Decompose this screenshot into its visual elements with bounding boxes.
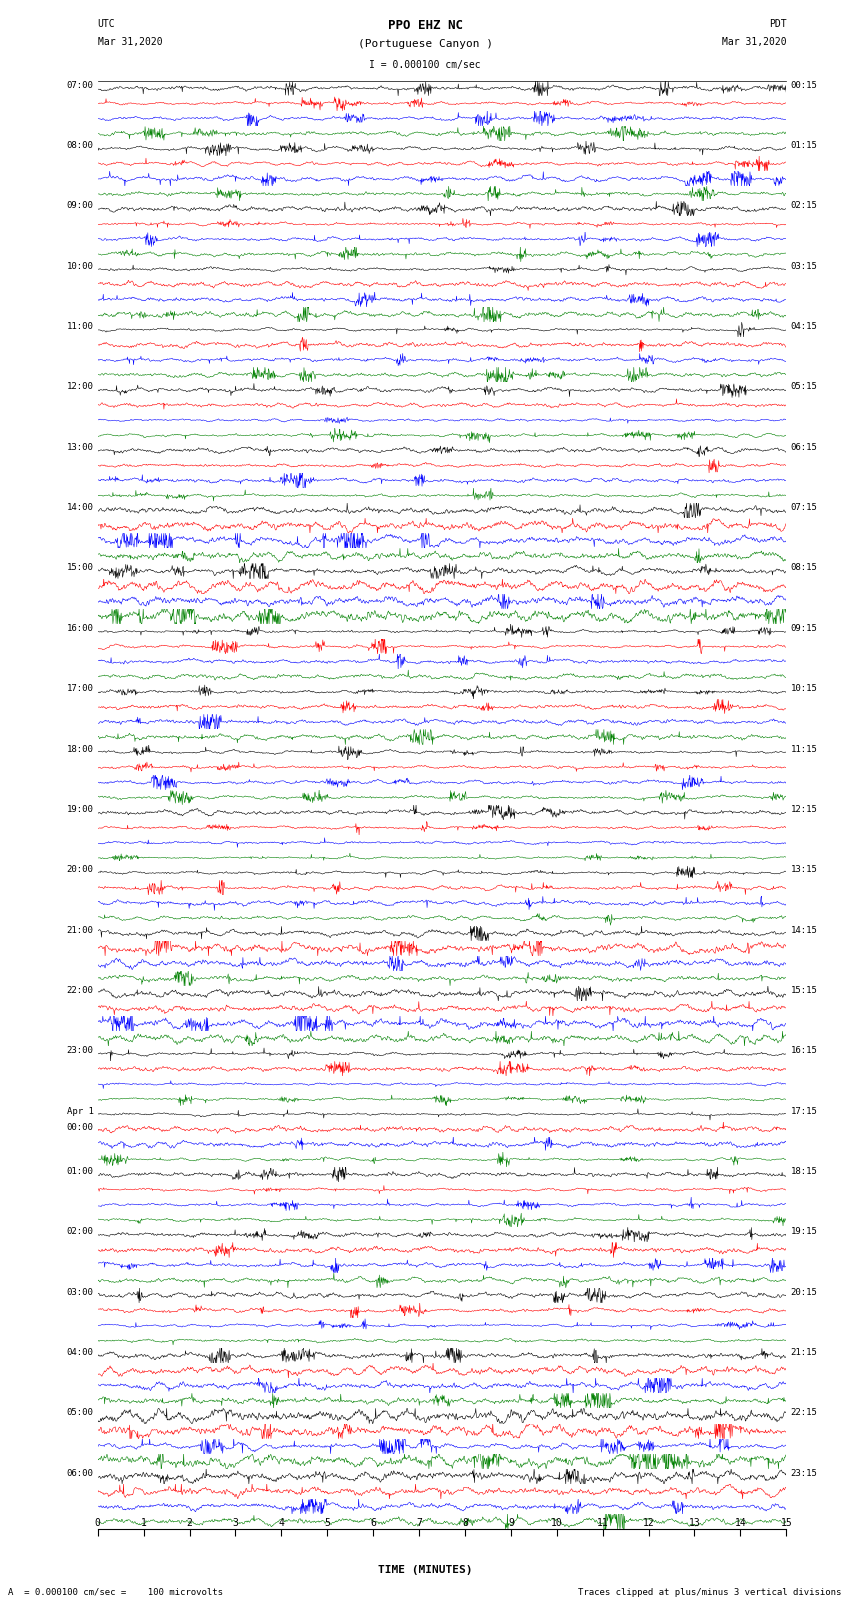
Text: Apr 1: Apr 1	[66, 1107, 94, 1116]
Text: 14:00: 14:00	[66, 503, 94, 511]
Text: 20:00: 20:00	[66, 865, 94, 874]
Text: 20:15: 20:15	[790, 1287, 818, 1297]
Text: 00:15: 00:15	[790, 81, 818, 90]
Text: 13:00: 13:00	[66, 442, 94, 452]
Text: 01:15: 01:15	[790, 140, 818, 150]
Text: 05:00: 05:00	[66, 1408, 94, 1418]
Text: 09:15: 09:15	[790, 624, 818, 632]
Text: UTC: UTC	[98, 19, 116, 29]
Text: 17:15: 17:15	[790, 1107, 818, 1116]
Text: A  = 0.000100 cm/sec =    100 microvolts: A = 0.000100 cm/sec = 100 microvolts	[8, 1587, 224, 1597]
Text: 19:00: 19:00	[66, 805, 94, 815]
Text: 03:00: 03:00	[66, 1287, 94, 1297]
Text: 23:15: 23:15	[790, 1469, 818, 1478]
Text: 06:00: 06:00	[66, 1469, 94, 1478]
Text: PDT: PDT	[768, 19, 786, 29]
Text: 14:15: 14:15	[790, 926, 818, 934]
Text: Mar 31,2020: Mar 31,2020	[98, 37, 162, 47]
Text: 07:00: 07:00	[66, 81, 94, 90]
Text: 18:15: 18:15	[790, 1166, 818, 1176]
Text: 22:15: 22:15	[790, 1408, 818, 1418]
Text: TIME (MINUTES): TIME (MINUTES)	[377, 1565, 473, 1574]
Text: 23:00: 23:00	[66, 1047, 94, 1055]
Text: 17:00: 17:00	[66, 684, 94, 694]
Text: 09:00: 09:00	[66, 202, 94, 210]
Text: 08:00: 08:00	[66, 140, 94, 150]
Text: 08:15: 08:15	[790, 563, 818, 573]
Text: I = 0.000100 cm/sec: I = 0.000100 cm/sec	[369, 60, 481, 69]
Text: 22:00: 22:00	[66, 986, 94, 995]
Text: 19:15: 19:15	[790, 1227, 818, 1236]
Text: Mar 31,2020: Mar 31,2020	[722, 37, 786, 47]
Text: 15:15: 15:15	[790, 986, 818, 995]
Text: (Portuguese Canyon ): (Portuguese Canyon )	[358, 39, 492, 48]
Text: 10:00: 10:00	[66, 261, 94, 271]
Text: 11:15: 11:15	[790, 745, 818, 753]
Text: 00:00: 00:00	[66, 1123, 94, 1132]
Text: 11:00: 11:00	[66, 323, 94, 331]
Text: Traces clipped at plus/minus 3 vertical divisions: Traces clipped at plus/minus 3 vertical …	[578, 1587, 842, 1597]
Text: 16:00: 16:00	[66, 624, 94, 632]
Text: 02:00: 02:00	[66, 1227, 94, 1236]
Text: 18:00: 18:00	[66, 745, 94, 753]
Text: 07:15: 07:15	[790, 503, 818, 511]
Text: 05:15: 05:15	[790, 382, 818, 392]
Text: 04:15: 04:15	[790, 323, 818, 331]
Text: 15:00: 15:00	[66, 563, 94, 573]
Text: 02:15: 02:15	[790, 202, 818, 210]
Text: 03:15: 03:15	[790, 261, 818, 271]
Text: 04:00: 04:00	[66, 1348, 94, 1357]
Text: 12:15: 12:15	[790, 805, 818, 815]
Text: 21:00: 21:00	[66, 926, 94, 934]
Text: 10:15: 10:15	[790, 684, 818, 694]
Text: PPO EHZ NC: PPO EHZ NC	[388, 19, 462, 32]
Text: 21:15: 21:15	[790, 1348, 818, 1357]
Text: 13:15: 13:15	[790, 865, 818, 874]
Text: 16:15: 16:15	[790, 1047, 818, 1055]
Text: 12:00: 12:00	[66, 382, 94, 392]
Text: 01:00: 01:00	[66, 1166, 94, 1176]
Text: 06:15: 06:15	[790, 442, 818, 452]
